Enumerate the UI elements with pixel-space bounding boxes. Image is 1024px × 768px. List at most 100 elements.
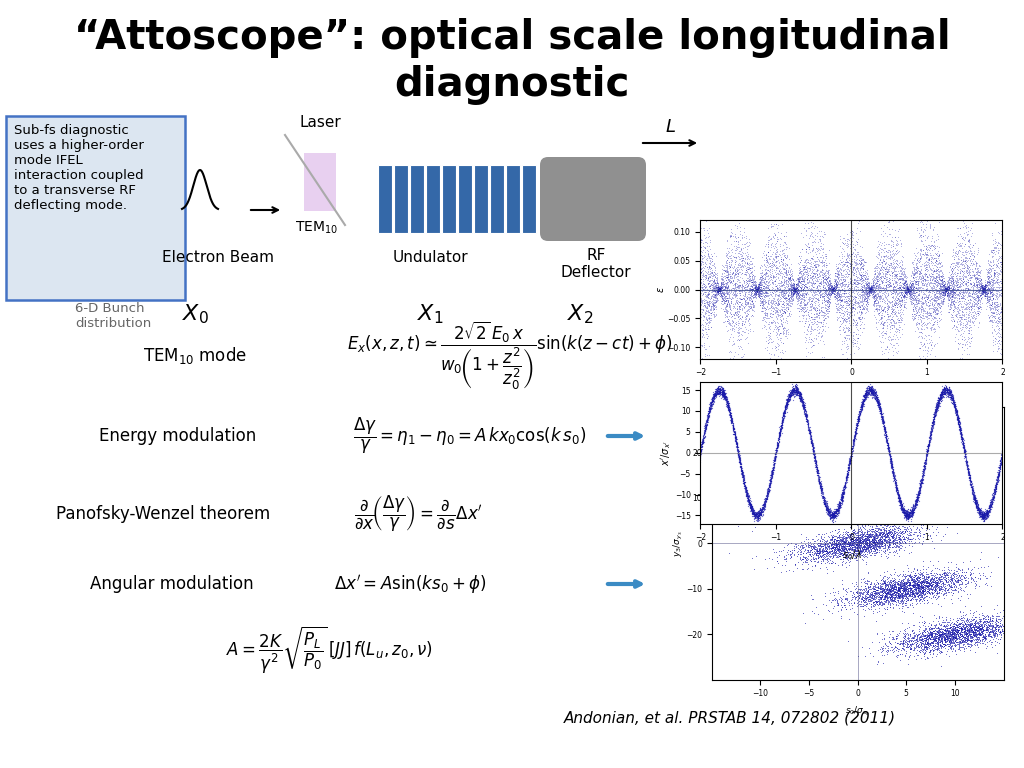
Point <box>930 396 946 408</box>
Point <box>830 541 847 553</box>
Point <box>956 617 973 629</box>
Point <box>925 257 941 270</box>
Point <box>760 263 776 276</box>
Point <box>744 505 761 517</box>
Point <box>741 494 758 506</box>
Point <box>715 273 731 285</box>
Point <box>742 237 759 250</box>
Point <box>768 450 784 462</box>
Point <box>898 276 914 289</box>
Point <box>798 493 814 505</box>
Point <box>700 409 717 422</box>
Point <box>879 583 895 595</box>
Point <box>746 450 763 462</box>
Point <box>953 590 970 602</box>
Point <box>726 425 742 438</box>
Point <box>763 468 779 480</box>
Point <box>976 618 992 631</box>
Point <box>806 535 822 547</box>
Point <box>768 437 784 449</box>
Point <box>905 601 922 613</box>
Point <box>950 416 967 429</box>
Point <box>957 306 974 318</box>
Point <box>776 484 793 496</box>
Point <box>986 268 1002 280</box>
Point <box>993 458 1010 471</box>
Point <box>846 315 862 327</box>
Point <box>795 498 811 511</box>
Point <box>929 404 945 416</box>
Point <box>876 584 892 597</box>
Point <box>794 434 810 446</box>
Point <box>773 416 790 429</box>
Point <box>810 294 826 306</box>
Point <box>892 312 908 324</box>
Point <box>921 631 937 643</box>
Point <box>743 276 760 289</box>
Point <box>979 636 995 648</box>
Point <box>893 591 909 604</box>
Point <box>813 329 829 342</box>
Point <box>897 289 913 301</box>
Point <box>845 549 861 561</box>
Point <box>795 436 811 449</box>
Point <box>725 421 741 433</box>
Point <box>904 266 921 278</box>
Point <box>901 629 918 641</box>
Point <box>942 389 958 402</box>
Point <box>958 460 975 472</box>
Point <box>956 230 973 243</box>
Point <box>834 494 850 506</box>
Point <box>745 443 762 455</box>
Point <box>707 385 723 397</box>
Point <box>721 298 737 310</box>
Point <box>921 269 937 281</box>
Point <box>860 534 877 546</box>
Point <box>805 442 821 455</box>
Point <box>807 313 823 325</box>
Point <box>921 639 937 651</box>
Point <box>837 536 853 548</box>
Point <box>948 630 965 642</box>
Point <box>813 551 829 563</box>
Point <box>767 273 783 286</box>
Point <box>863 380 880 392</box>
Point <box>813 326 829 339</box>
Point <box>907 583 924 595</box>
Point <box>943 621 959 634</box>
Point <box>720 401 736 413</box>
Point <box>762 478 778 490</box>
Point <box>910 310 927 323</box>
Point <box>711 286 727 299</box>
Point <box>878 276 894 288</box>
Point <box>811 247 827 259</box>
Point <box>709 274 725 286</box>
Point <box>777 439 794 451</box>
Point <box>751 449 767 461</box>
Point <box>977 642 993 654</box>
Point <box>956 444 973 456</box>
Point <box>969 290 985 302</box>
Point <box>795 546 811 558</box>
Point <box>804 300 820 312</box>
Point <box>864 386 881 398</box>
Point <box>879 584 895 596</box>
Point <box>819 499 836 511</box>
Point <box>767 246 783 258</box>
Point <box>964 481 980 493</box>
Point <box>843 447 859 459</box>
Point <box>914 257 931 270</box>
Point <box>943 574 959 587</box>
Point <box>855 274 871 286</box>
Point <box>865 277 882 290</box>
Point <box>856 534 872 546</box>
Point <box>934 266 950 279</box>
Point <box>761 446 777 458</box>
Point <box>930 399 946 412</box>
Point <box>772 518 788 530</box>
Point <box>721 403 737 415</box>
Point <box>755 310 771 323</box>
Point <box>881 263 897 275</box>
Point <box>869 393 886 406</box>
Point <box>944 395 961 407</box>
